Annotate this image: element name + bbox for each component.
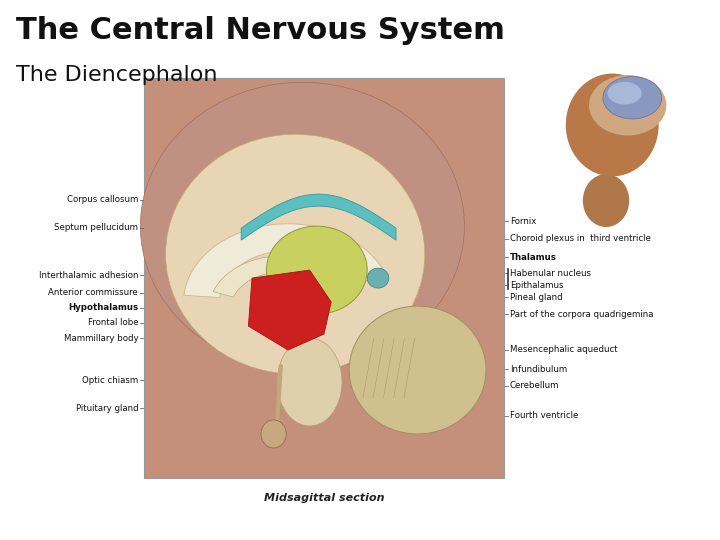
Text: Hypothalamus: Hypothalamus [68,303,138,312]
Ellipse shape [277,338,342,426]
Text: Corpus callosum: Corpus callosum [67,195,138,204]
Wedge shape [213,256,346,297]
Text: The Diencephalon: The Diencephalon [16,65,217,85]
Ellipse shape [566,73,659,177]
Ellipse shape [603,77,662,119]
Ellipse shape [166,134,425,374]
Text: Optic chiasm: Optic chiasm [82,376,138,384]
Ellipse shape [608,82,642,105]
Ellipse shape [589,75,667,136]
Ellipse shape [349,306,486,434]
Text: Cerebellum: Cerebellum [510,381,559,390]
Polygon shape [241,194,396,240]
Text: Pineal gland: Pineal gland [510,293,562,301]
Text: Thalamus: Thalamus [510,253,557,261]
Text: Interthalamic adhesion: Interthalamic adhesion [39,271,138,280]
Text: Pituitary gland: Pituitary gland [76,404,138,413]
Text: Mesencephalic aqueduct: Mesencephalic aqueduct [510,346,617,354]
Wedge shape [184,224,386,298]
Text: Epithalamus: Epithalamus [510,281,563,289]
Text: Mammillary body: Mammillary body [63,334,138,342]
Text: The Central Nervous System: The Central Nervous System [16,16,505,45]
Text: Fourth ventricle: Fourth ventricle [510,411,578,420]
Ellipse shape [261,420,287,448]
Text: Frontal lobe: Frontal lobe [88,319,138,327]
Ellipse shape [140,82,464,370]
Ellipse shape [266,226,367,314]
Ellipse shape [582,174,629,227]
Text: Fornix: Fornix [510,217,536,226]
Polygon shape [248,270,331,350]
Ellipse shape [367,268,389,288]
Text: Part of the corpora quadrigemina: Part of the corpora quadrigemina [510,310,653,319]
Bar [144,78,504,478]
Text: Habenular nucleus: Habenular nucleus [510,269,590,278]
Text: Choroid plexus in  third ventricle: Choroid plexus in third ventricle [510,234,651,243]
Text: Anterior commissure: Anterior commissure [48,288,138,297]
Text: Septum pellucidum: Septum pellucidum [54,224,138,232]
Text: Midsagittal section: Midsagittal section [264,493,384,503]
Text: Infundibulum: Infundibulum [510,365,567,374]
